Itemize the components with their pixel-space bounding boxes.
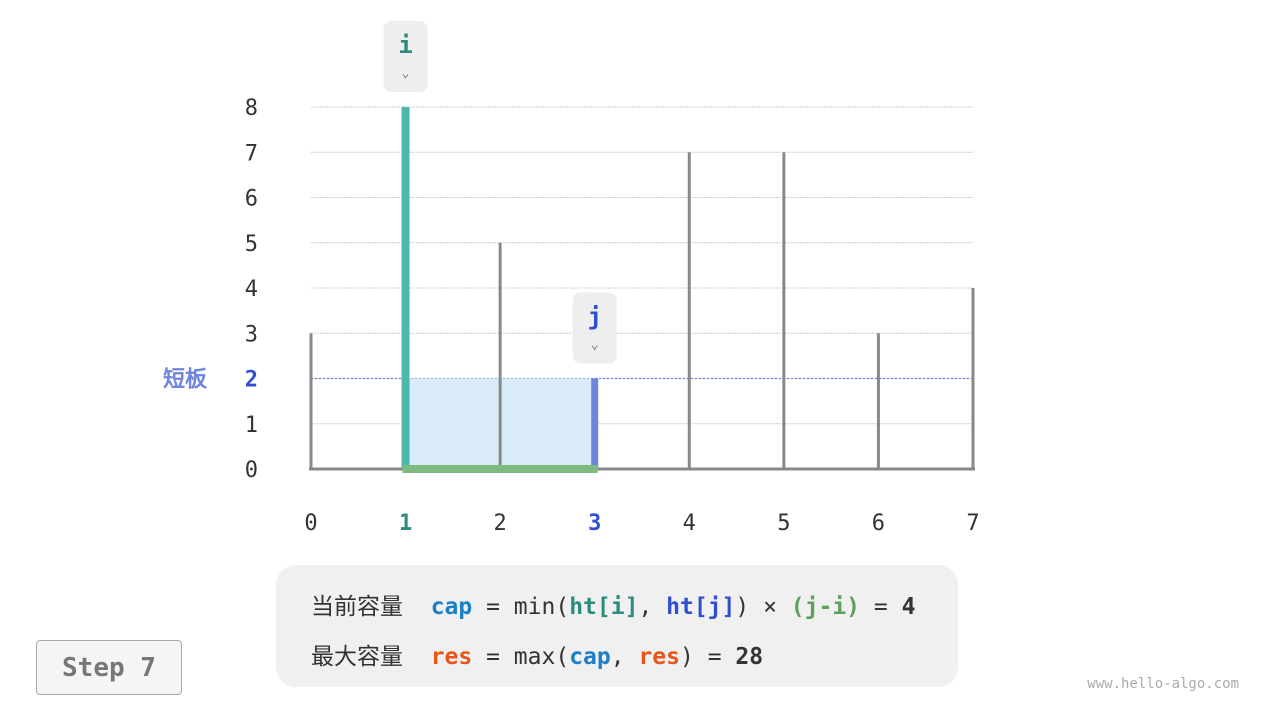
y-tick-label: 6: [245, 187, 258, 212]
res-var: res: [430, 644, 473, 670]
j-pointer-box: [572, 292, 617, 364]
comma: ,: [610, 644, 639, 670]
j-arrow-icon: ⌄: [591, 338, 599, 353]
x-tick-label: 2: [494, 511, 507, 536]
eq: =: [472, 644, 514, 670]
i-arrow-icon: ⌄: [402, 66, 410, 81]
j-pointer-label: j: [587, 303, 601, 331]
step-button[interactable]: Step 7: [36, 640, 182, 695]
cap-var: cap: [430, 594, 473, 620]
times: ×: [749, 594, 791, 620]
eq: =: [693, 644, 736, 670]
container-diagram: 0 1 2 3 4 5 6 7 8 短板 0 1 2 3 4 5 6 7 i ⌄ j ⌄: [163, 21, 980, 536]
i-pointer-box: [383, 21, 428, 92]
watermark: www.hello-algo.com: [1087, 676, 1239, 692]
y-tick-label: 2: [245, 368, 258, 393]
label: 当前容量: [311, 594, 403, 620]
y-tick-label: 1: [245, 413, 258, 438]
formula-panel: 当前容量 cap = min(ht[i], ht[j]) × (j-i) = 4…: [276, 565, 958, 687]
y-tick-label: 8: [245, 96, 258, 121]
x-tick-label: 1: [399, 511, 412, 536]
x-tick-label: 3: [588, 511, 601, 536]
fn: min(: [513, 594, 570, 620]
cap-ref: cap: [569, 644, 611, 670]
current-capacity-line: 当前容量 cap = min(ht[i], ht[j]) × (j-i) = 4: [311, 587, 915, 621]
x-tick-label: 4: [683, 511, 696, 536]
eq: =: [860, 594, 902, 620]
y-tick-label: 3: [245, 322, 258, 347]
ht-i: ht[i]: [569, 594, 639, 620]
width-term: (j-i): [790, 594, 861, 620]
i-pointer-label: i: [398, 31, 412, 59]
x-tick-label: 7: [966, 511, 979, 536]
close: ): [735, 594, 750, 620]
y-tick-label: 5: [245, 232, 258, 257]
res-result: 28: [735, 644, 764, 670]
label: 最大容量: [311, 644, 403, 670]
fn: max(: [513, 644, 570, 670]
close: ): [679, 644, 694, 670]
max-capacity-line: 最大容量 res = max(cap, res) = 28: [311, 637, 763, 671]
eq: =: [472, 594, 514, 620]
x-tick-label: 0: [304, 511, 317, 536]
y-tick-label: 4: [245, 277, 258, 302]
x-tick-label: 6: [872, 511, 885, 536]
res-ref: res: [638, 644, 680, 670]
cap-result: 4: [901, 594, 916, 620]
ht-j: ht[j]: [666, 594, 736, 620]
y-tick-label: 0: [245, 458, 258, 483]
y-tick-label: 7: [245, 141, 258, 166]
short-board-label: 短板: [163, 368, 208, 393]
comma: ,: [638, 594, 667, 620]
x-tick-label: 5: [777, 511, 790, 536]
